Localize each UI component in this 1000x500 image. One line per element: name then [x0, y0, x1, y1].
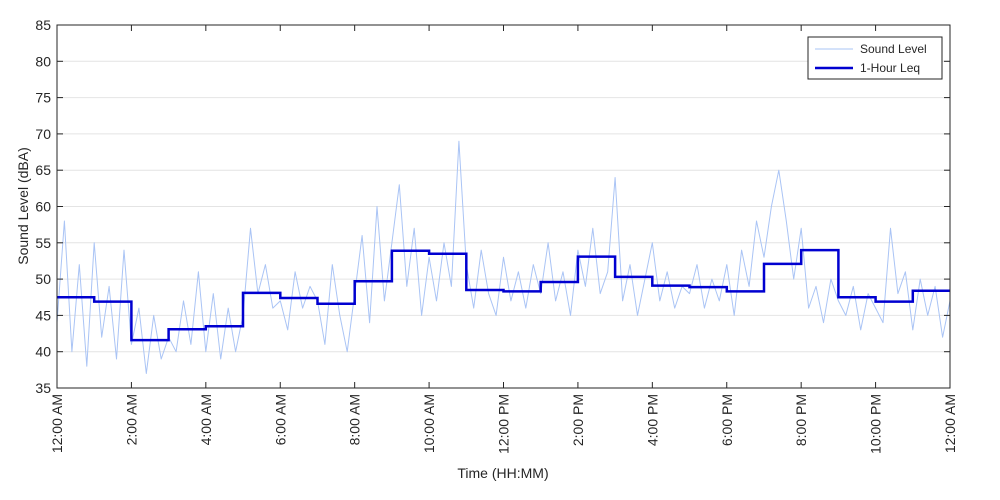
x-tick-label: 10:00 PM	[868, 394, 884, 454]
x-tick-label: 8:00 AM	[347, 394, 363, 445]
y-axis-label: Sound Level (dBA)	[15, 147, 31, 265]
leq-series	[57, 248, 950, 342]
y-tick-label: 85	[35, 17, 51, 33]
legend: Sound Level 1-Hour Leq	[807, 36, 943, 80]
x-tick-label: 8:00 PM	[793, 394, 809, 446]
y-tick-label: 80	[35, 53, 51, 69]
y-tick-label: 65	[35, 162, 51, 178]
sound-level-line	[56, 140, 951, 374]
x-tick-label: 12:00 AM	[49, 394, 65, 453]
y-tick-label: 35	[35, 380, 51, 396]
y-tick-label: 70	[35, 126, 51, 142]
y-tick-label: 45	[35, 307, 51, 323]
x-tick-label: 12:00 PM	[496, 394, 512, 454]
legend-label-sound-level: Sound Level	[860, 42, 927, 56]
x-tick-label: 2:00 AM	[123, 394, 139, 445]
x-tick-label: 2:00 PM	[570, 394, 586, 446]
legend-label-1-hour-leq: 1-Hour Leq	[860, 61, 920, 75]
y-tick-label: 55	[35, 235, 51, 251]
x-axis: 12:00 AM 2:00 AM 4:00 AM 6:00 AM 8:00 AM 10:0…	[49, 25, 958, 454]
x-tick-label: 6:00 PM	[719, 394, 735, 446]
y-tick-label: 75	[35, 90, 51, 106]
x-tick-label: 12:00 AM	[942, 394, 958, 453]
y-tick-label: 50	[35, 271, 51, 287]
y-tick-label: 40	[35, 344, 51, 360]
legend-box	[807, 36, 943, 80]
x-tick-label: 4:00 PM	[644, 394, 660, 446]
leq-step-line	[57, 248, 950, 342]
x-tick-label: 6:00 AM	[272, 394, 288, 445]
x-tick-label: 4:00 AM	[198, 394, 214, 445]
y-tick-label: 60	[35, 199, 51, 215]
x-tick-label: 10:00 AM	[421, 394, 437, 453]
y-axis: 35 40 45 50 55 60 65 70 75 80 85	[35, 17, 950, 396]
sound-level-series	[56, 140, 951, 374]
x-axis-label: Time (HH:MM)	[457, 465, 548, 481]
